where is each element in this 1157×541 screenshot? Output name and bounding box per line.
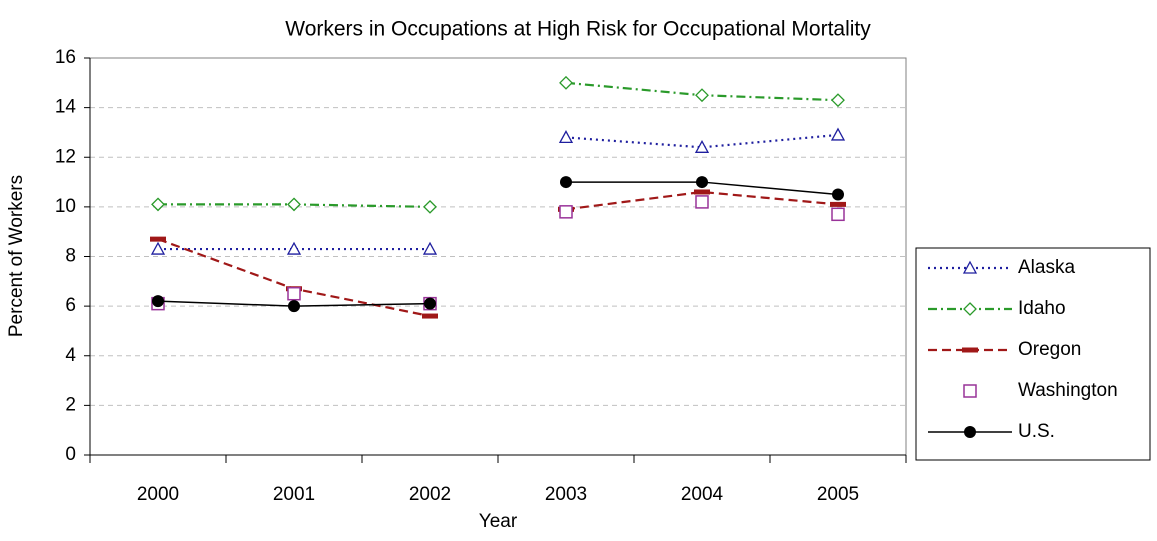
marker [964, 426, 976, 438]
y-tick-label: 16 [55, 47, 76, 68]
legend-label: Idaho [1018, 298, 1066, 319]
legend-label: Oregon [1018, 339, 1081, 360]
x-tick-label: 2003 [545, 484, 587, 505]
y-tick-label: 12 [55, 146, 76, 167]
x-axis-label: Year [479, 511, 518, 532]
marker [832, 188, 844, 201]
x-tick-label: 2002 [409, 484, 451, 505]
marker [558, 130, 574, 144]
y-tick-label: 2 [65, 394, 76, 415]
y-axis-label: Percent of Workers [6, 175, 27, 337]
y-tick-label: 10 [55, 196, 76, 217]
series-line [565, 190, 839, 211]
marker [287, 197, 301, 212]
marker [288, 300, 300, 313]
x-tick-label: 2001 [273, 484, 315, 505]
marker [559, 205, 573, 219]
marker [422, 241, 438, 255]
y-tick-label: 4 [65, 345, 76, 366]
legend-label: U.S. [1018, 421, 1055, 442]
marker [150, 241, 166, 255]
marker [963, 384, 977, 398]
marker [560, 176, 572, 189]
marker [695, 195, 709, 209]
marker [695, 88, 709, 103]
marker [830, 127, 846, 141]
y-tick-label: 0 [65, 444, 76, 465]
marker [831, 93, 845, 108]
marker [151, 197, 165, 212]
y-tick-label: 8 [65, 246, 76, 267]
marker [286, 241, 302, 255]
marker [962, 260, 978, 274]
y-tick-label: 14 [55, 97, 77, 118]
marker [150, 236, 166, 242]
marker [559, 75, 573, 90]
marker [830, 201, 846, 207]
legend [915, 247, 1151, 461]
x-tick-label: 2000 [137, 484, 179, 505]
y-tick-label: 6 [65, 295, 76, 316]
marker [962, 347, 978, 353]
marker [831, 207, 845, 222]
marker [963, 302, 977, 316]
marker [694, 139, 710, 153]
legend-label: Washington [1018, 380, 1118, 401]
marker [424, 297, 436, 310]
marker [423, 199, 437, 214]
marker [422, 313, 438, 319]
marker [696, 176, 708, 189]
marker [287, 286, 301, 301]
x-tick-label: 2005 [817, 484, 859, 505]
chart-title: Workers in Occupations at High Risk for … [285, 18, 871, 41]
x-tick-label: 2004 [681, 484, 724, 505]
marker [152, 295, 164, 308]
marker [694, 189, 710, 195]
legend-label: Alaska [1018, 257, 1075, 278]
